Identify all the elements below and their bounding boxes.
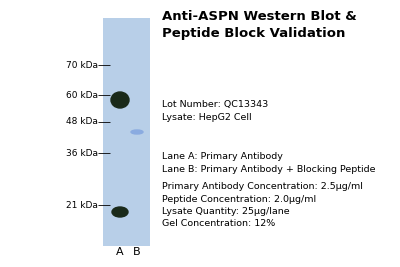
Ellipse shape [131,130,143,134]
Text: 48 kDa: 48 kDa [66,117,98,127]
Ellipse shape [111,92,129,108]
Text: Lot Number: QC13343
Lysate: HepG2 Cell: Lot Number: QC13343 Lysate: HepG2 Cell [162,100,268,121]
Text: 36 kDa: 36 kDa [66,148,98,158]
Ellipse shape [112,207,128,217]
FancyBboxPatch shape [103,18,150,246]
Text: Primary Antibody Concentration: 2.5μg/ml
Peptide Concentration: 2.0μg/ml
Lysate : Primary Antibody Concentration: 2.5μg/ml… [162,182,363,229]
Text: 21 kDa: 21 kDa [66,201,98,210]
Text: Lane A: Primary Antibody
Lane B: Primary Antibody + Blocking Peptide: Lane A: Primary Antibody Lane B: Primary… [162,152,376,174]
Text: B: B [133,247,141,257]
Text: 70 kDa: 70 kDa [66,61,98,69]
Text: 60 kDa: 60 kDa [66,91,98,100]
Text: Anti-ASPN Western Blot &
Peptide Block Validation: Anti-ASPN Western Blot & Peptide Block V… [162,10,357,40]
Text: A: A [116,247,124,257]
